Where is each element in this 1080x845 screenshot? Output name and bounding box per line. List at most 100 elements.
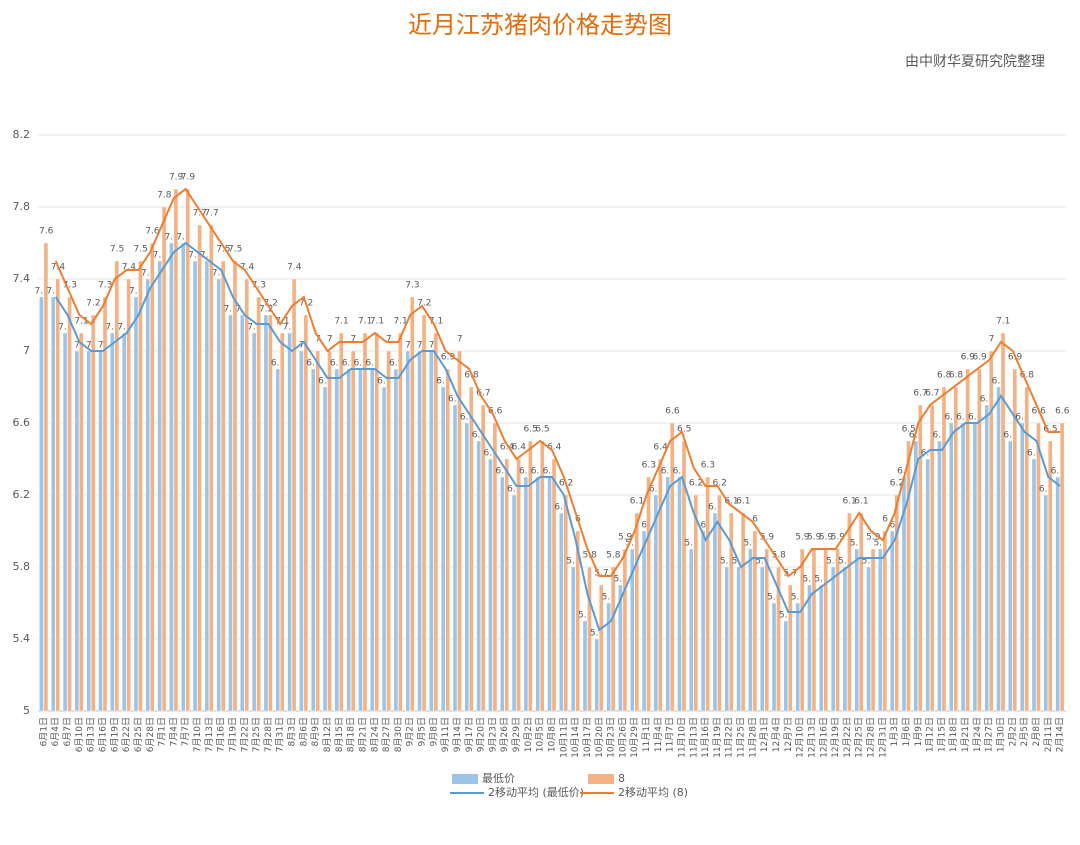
- bar: [169, 242, 174, 712]
- value-label: 6.4: [547, 443, 562, 453]
- x-tick-label: 1月21日: [960, 717, 971, 752]
- x-tick-label: 7月1日: [157, 717, 168, 746]
- bar: [251, 332, 257, 712]
- value-label: 7.5: [216, 245, 230, 255]
- x-tick-label: 10月14日: [570, 717, 581, 758]
- x-tick-label: 12月25日: [854, 717, 865, 758]
- bar: [977, 368, 982, 712]
- bar: [729, 512, 734, 712]
- bar: [740, 512, 746, 712]
- bar: [724, 566, 729, 712]
- x-tick-label: 8月15日: [334, 717, 345, 752]
- x-tick-label: 8月3日: [287, 717, 298, 746]
- value-label: 7: [989, 335, 995, 345]
- value-label: 7.1: [74, 317, 88, 327]
- value-label: 5.7: [814, 575, 828, 585]
- bar: [216, 278, 221, 712]
- x-tick-label: 9月17日: [464, 717, 475, 752]
- value-label: 7.6: [176, 233, 191, 243]
- value-label: 6.4: [484, 449, 499, 459]
- value-label: 7.9: [181, 173, 196, 183]
- value-label: 6.3: [673, 467, 687, 477]
- bar: [996, 386, 1001, 712]
- legend-label: 2移动平均 (8): [618, 786, 688, 799]
- value-label: 6: [882, 515, 888, 525]
- bar: [410, 296, 415, 712]
- x-tick-label: 8月30日: [393, 717, 404, 752]
- value-label: 6.3: [661, 467, 675, 477]
- bar: [145, 278, 151, 712]
- bar: [150, 242, 155, 712]
- bar: [74, 350, 80, 712]
- value-label: 7.2: [259, 305, 273, 315]
- bar: [854, 548, 859, 712]
- x-tick-label: 11月13日: [688, 717, 699, 758]
- value-label: 6.8: [949, 371, 964, 381]
- x-tick-label: 6月4日: [50, 717, 61, 746]
- value-label: 7.5: [153, 251, 167, 261]
- bar: [913, 440, 919, 712]
- bar: [634, 512, 639, 712]
- bar: [504, 458, 509, 712]
- value-label: 6.6: [1015, 413, 1030, 423]
- value-label: 6.1: [708, 503, 722, 513]
- bar: [204, 260, 210, 712]
- value-label: 7.3: [405, 281, 419, 291]
- bar: [181, 242, 186, 712]
- bar: [334, 368, 340, 712]
- value-label: 6.2: [507, 485, 521, 495]
- value-label: 5.9: [618, 533, 633, 543]
- value-label: 6.5: [909, 431, 923, 441]
- value-label: 6.7: [913, 389, 927, 399]
- bar: [464, 422, 470, 712]
- value-label: 5.7: [803, 575, 817, 585]
- value-label: 7: [429, 341, 435, 351]
- bar: [587, 566, 592, 712]
- bar: [244, 278, 250, 712]
- bar: [102, 296, 108, 712]
- value-label: 7.1: [58, 323, 72, 333]
- bar: [1036, 422, 1041, 712]
- x-tick-label: 7月7日: [180, 717, 191, 746]
- x-tick-label: 9月29日: [511, 717, 522, 752]
- x-tick-label: 9月8日: [428, 717, 439, 746]
- bar: [575, 530, 580, 712]
- bar: [677, 476, 682, 712]
- value-label: 6.5: [1003, 431, 1017, 441]
- value-label: 6.1: [842, 497, 856, 507]
- x-tick-label: 10月5日: [535, 717, 546, 752]
- bar: [421, 314, 427, 712]
- bar: [811, 548, 817, 712]
- value-label: 5.9: [743, 539, 758, 549]
- value-label: 6.2: [1039, 485, 1053, 495]
- value-label: 7.3: [63, 281, 77, 291]
- value-label: 6.5: [472, 431, 486, 441]
- value-label: 6.1: [736, 497, 750, 507]
- value-label: 7: [86, 341, 92, 351]
- value-label: 7: [351, 335, 357, 345]
- value-label: 6.4: [653, 443, 668, 453]
- x-tick-label: 1月24日: [972, 717, 983, 752]
- value-label: 6: [641, 521, 647, 531]
- bar: [500, 476, 505, 712]
- x-tick-label: 9月23日: [487, 717, 498, 752]
- value-label: 5.8: [606, 551, 621, 561]
- value-label: 6.2: [713, 479, 727, 489]
- bar: [653, 494, 659, 712]
- x-tick-label: 10月29日: [629, 717, 640, 758]
- bar: [929, 404, 935, 712]
- bar: [79, 332, 84, 712]
- bar: [582, 620, 588, 712]
- x-tick-label: 8月27日: [381, 717, 392, 752]
- value-label: 6.9: [961, 353, 976, 363]
- value-label: 7.7: [193, 209, 207, 219]
- value-label: 7.5: [188, 251, 202, 261]
- value-label: 6.6: [665, 407, 680, 417]
- x-tick-label: 12月1日: [759, 717, 770, 752]
- bar: [405, 350, 410, 712]
- value-label: 5.9: [819, 533, 834, 543]
- bar: [398, 332, 403, 712]
- bar: [161, 206, 167, 712]
- x-tick-label: 6月16日: [97, 717, 108, 752]
- x-tick-label: 9月5日: [417, 717, 428, 746]
